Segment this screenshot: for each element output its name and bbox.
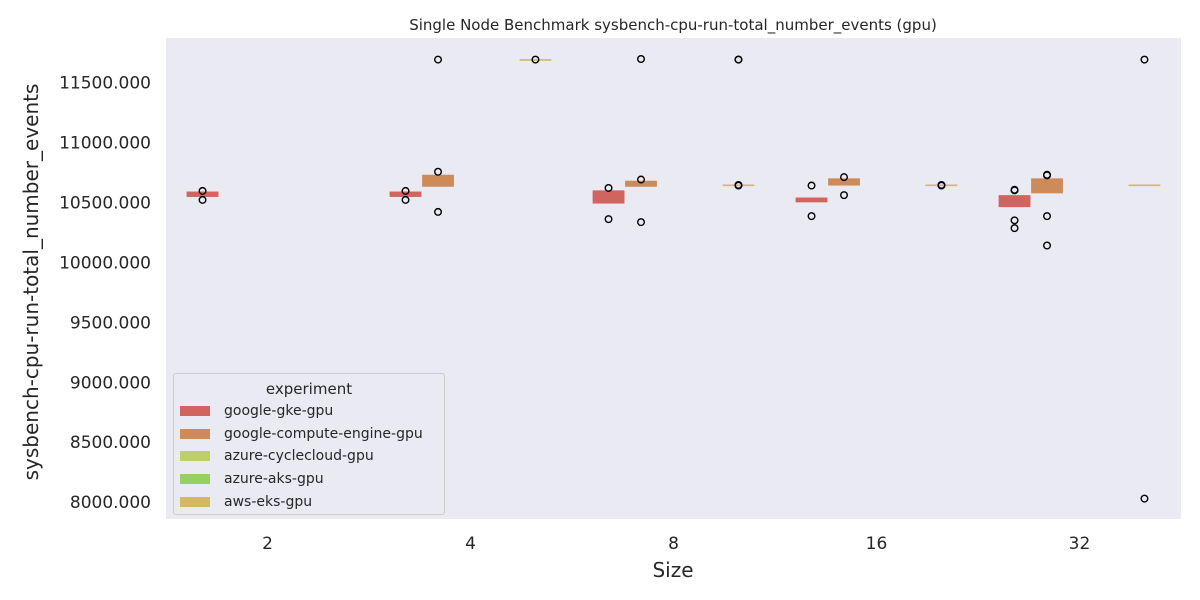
outlier-point	[198, 195, 207, 204]
outlier-point	[1043, 241, 1052, 250]
x-tick-label: 2	[262, 534, 273, 554]
legend-swatch	[180, 428, 210, 439]
legend-swatch	[180, 451, 210, 462]
outlier-point	[1043, 212, 1052, 221]
outlier-point	[1140, 494, 1149, 503]
x-axis-label: Size	[652, 558, 693, 582]
legend-item: google-gke-gpu	[174, 400, 444, 423]
x-tick-label: 8	[668, 534, 679, 554]
y-tick-labels: 8000.000 8500.000 9000.000 9500.000 10000.00…	[59, 73, 151, 513]
y-tick-label: 10000.000	[59, 253, 151, 273]
outlier-point	[198, 186, 207, 195]
legend-swatch	[180, 496, 210, 507]
outlier-point	[531, 55, 540, 64]
outlier-point	[1043, 171, 1052, 180]
box-mark	[925, 184, 958, 187]
outlier-point	[637, 175, 646, 184]
legend-item: azure-aks-gpu	[174, 468, 444, 491]
outlier-point	[937, 180, 946, 189]
legend-swatch	[180, 406, 210, 417]
box-mark	[828, 178, 860, 186]
outlier-point	[807, 181, 816, 190]
y-tick-label: 8000.000	[70, 493, 151, 513]
legend-label: azure-aks-gpu	[224, 471, 324, 488]
outlier-marks	[198, 54, 1149, 503]
chart-title: Single Node Benchmark sysbench-cpu-run-t…	[409, 16, 937, 35]
legend-label: aws-eks-gpu	[224, 493, 313, 510]
x-tick-labels: 2 4 8 16 32	[262, 534, 1090, 554]
legend: experiment google-gke-gpu google-compute-…	[173, 373, 445, 515]
outlier-point	[637, 218, 646, 227]
outlier-point	[1010, 185, 1019, 194]
y-tick-label: 9000.000	[70, 373, 151, 393]
legend-item: aws-eks-gpu	[174, 490, 444, 513]
legend-label: google-gke-gpu	[224, 403, 334, 420]
outlier-point	[604, 183, 613, 192]
box-mark	[1031, 178, 1063, 194]
legend-title: experiment	[265, 380, 353, 398]
legend-item: azure-cyclecloud-gpu	[174, 445, 444, 468]
y-tick-label: 11000.000	[59, 133, 151, 153]
legend-label: google-compute-engine-gpu	[224, 425, 423, 442]
box-mark	[998, 195, 1031, 208]
box-mark	[1128, 184, 1161, 187]
outlier-point	[1140, 55, 1149, 64]
outlier-point	[434, 167, 443, 176]
y-tick-label: 10500.000	[59, 193, 151, 213]
y-axis-label: sysbench-cpu-run-total_number_events	[19, 84, 43, 481]
legend-swatch	[180, 474, 210, 485]
outlier-point	[734, 180, 743, 189]
box-mark	[422, 174, 454, 187]
x-tick-label: 16	[866, 534, 888, 554]
outlier-point	[401, 195, 410, 204]
legend-label: azure-cyclecloud-gpu	[224, 448, 374, 465]
outlier-point	[434, 55, 443, 64]
box-mark	[519, 59, 552, 61]
x-tick-label: 4	[465, 534, 476, 554]
outlier-point	[840, 173, 849, 182]
box-mark	[722, 184, 755, 187]
y-tick-label: 11500.000	[59, 73, 151, 93]
outlier-point	[734, 55, 743, 64]
outlier-point	[604, 215, 613, 224]
y-tick-label: 9500.000	[70, 313, 151, 333]
outlier-point	[637, 54, 646, 63]
x-tick-label: 32	[1069, 534, 1091, 554]
outlier-point	[1010, 216, 1019, 225]
outlier-point	[1010, 224, 1019, 233]
outlier-point	[434, 207, 443, 216]
box-mark	[592, 190, 625, 204]
y-tick-label: 8500.000	[70, 433, 151, 453]
outlier-point	[401, 186, 410, 195]
outlier-point	[840, 191, 849, 200]
legend-items: google-gke-gpu google-compute-engine-gpu a…	[174, 400, 444, 513]
outlier-point	[807, 212, 816, 221]
box-mark	[625, 180, 657, 187]
legend-item: google-compute-engine-gpu	[174, 423, 444, 446]
